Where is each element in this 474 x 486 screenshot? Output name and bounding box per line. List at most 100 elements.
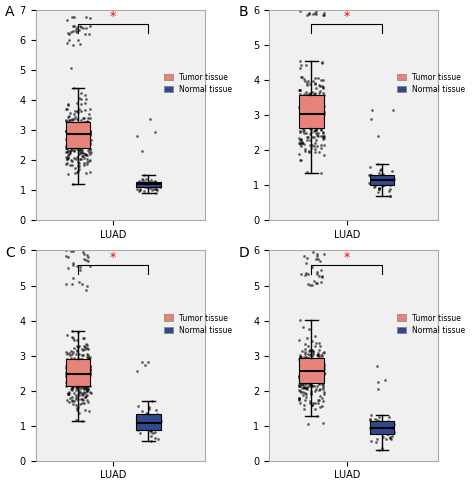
Point	[134, 422, 141, 430]
Point	[312, 372, 319, 380]
Point	[315, 114, 322, 122]
Point	[68, 123, 76, 131]
Point	[146, 424, 154, 432]
Point	[312, 256, 320, 263]
Legend: Tumor tissue, Normal tissue: Tumor tissue, Normal tissue	[395, 311, 468, 337]
Point	[72, 376, 80, 383]
Point	[76, 370, 83, 378]
Point	[319, 349, 327, 357]
Point	[64, 372, 71, 380]
Point	[82, 286, 90, 294]
Point	[71, 139, 79, 147]
Point	[134, 426, 142, 434]
Point	[147, 428, 155, 436]
Point	[70, 366, 77, 374]
Point	[69, 397, 76, 404]
Point	[81, 119, 88, 126]
Point	[74, 395, 82, 402]
Point	[142, 410, 149, 417]
Point	[313, 279, 321, 287]
Point	[83, 125, 91, 133]
Point	[310, 111, 318, 119]
Point	[308, 357, 315, 365]
Point	[137, 185, 144, 192]
Point	[318, 95, 325, 103]
Point	[309, 120, 317, 128]
Point	[300, 113, 308, 121]
Point	[80, 334, 88, 342]
Point	[301, 111, 309, 119]
Point	[299, 103, 307, 110]
Point	[315, 351, 322, 359]
PathPatch shape	[299, 358, 324, 383]
Point	[306, 374, 313, 382]
Point	[304, 77, 312, 85]
Point	[306, 141, 313, 149]
Point	[310, 378, 318, 385]
Point	[83, 158, 91, 166]
Point	[83, 130, 91, 138]
Point	[62, 136, 69, 143]
Point	[319, 89, 327, 97]
Point	[316, 353, 323, 361]
Point	[318, 113, 326, 121]
Point	[309, 367, 316, 375]
Point	[80, 343, 88, 350]
Point	[318, 373, 325, 381]
Point	[75, 278, 83, 286]
Point	[317, 125, 325, 133]
Point	[86, 129, 94, 137]
Point	[302, 88, 310, 96]
Point	[370, 430, 378, 437]
Point	[72, 129, 79, 137]
Point	[314, 98, 321, 105]
Point	[303, 108, 311, 116]
Point	[305, 366, 313, 374]
Text: *: *	[110, 10, 116, 23]
Point	[313, 364, 320, 372]
Point	[81, 383, 88, 391]
Point	[86, 382, 94, 390]
Point	[375, 184, 383, 191]
Point	[320, 360, 328, 367]
Point	[64, 136, 72, 143]
Point	[312, 124, 320, 132]
Point	[298, 377, 306, 385]
Point	[72, 395, 80, 403]
Point	[318, 359, 325, 367]
Point	[299, 122, 307, 130]
Point	[153, 185, 160, 193]
Point	[303, 353, 310, 361]
Point	[68, 382, 76, 389]
Point	[311, 362, 319, 370]
Point	[77, 117, 85, 124]
Point	[73, 391, 80, 399]
Point	[308, 100, 315, 107]
Point	[385, 413, 393, 421]
Point	[315, 358, 323, 365]
Point	[302, 61, 310, 69]
Point	[70, 371, 78, 379]
Point	[320, 365, 328, 373]
Point	[367, 437, 374, 445]
Point	[76, 127, 84, 135]
Point	[85, 355, 93, 363]
Point	[87, 389, 94, 397]
Point	[65, 360, 73, 367]
Point	[64, 142, 71, 150]
Point	[315, 368, 322, 376]
Point	[66, 356, 74, 364]
Point	[302, 122, 310, 129]
Point	[310, 10, 317, 17]
Point	[310, 358, 317, 366]
Point	[301, 364, 309, 372]
Point	[136, 182, 144, 190]
Point	[319, 129, 327, 137]
Point	[77, 23, 84, 31]
Point	[69, 116, 76, 123]
Point	[80, 375, 88, 382]
Point	[71, 113, 79, 121]
Point	[68, 393, 76, 401]
Point	[318, 59, 326, 67]
Point	[319, 385, 327, 393]
